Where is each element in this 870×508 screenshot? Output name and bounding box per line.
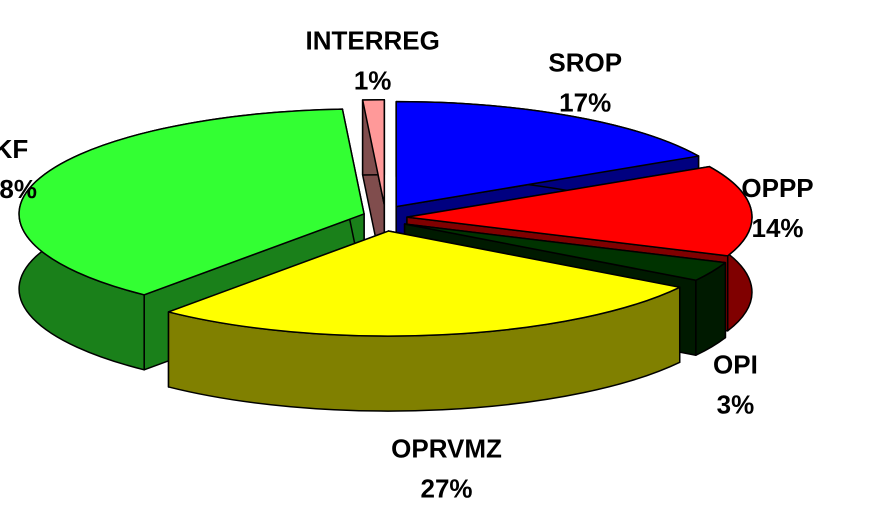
slice-value-label: 14% <box>752 213 804 243</box>
slice <box>167 230 681 337</box>
slice-value-label: 38% <box>0 174 37 204</box>
slice-value-label: 27% <box>421 473 473 503</box>
slice <box>403 223 727 282</box>
slice-value-label: 3% <box>717 389 755 419</box>
slice-value-label: 1% <box>354 65 392 95</box>
slice <box>395 100 700 208</box>
slice-label: OPRVMZ <box>391 433 502 463</box>
slice <box>406 165 753 257</box>
slice-label: SROP <box>548 47 622 77</box>
slice-label: INTERREG <box>305 25 439 55</box>
slice <box>18 108 365 296</box>
slice <box>361 99 386 206</box>
slice-label: OPPP <box>741 173 813 203</box>
slice-group <box>167 230 681 412</box>
slice-label: KF <box>0 134 28 164</box>
slice-value-label: 17% <box>559 87 611 117</box>
slice-label: OPI <box>713 349 758 379</box>
